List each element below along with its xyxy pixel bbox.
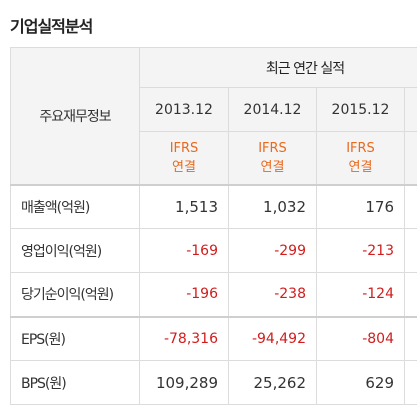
row-label: 매출액(억원) [10, 183, 140, 229]
period-header: 2013.12 [139, 87, 229, 132]
row-label: BPS(원) [10, 360, 140, 405]
cell-value: 1,032 [228, 183, 317, 229]
table-row: 당기순이익(억원) -196 -238 -124 [10, 272, 417, 317]
cell-value: -169 [139, 228, 229, 273]
cell-value: 629 [316, 360, 405, 405]
cell-empty [404, 183, 417, 229]
cell-value: -94,492 [228, 315, 317, 361]
row-label: EPS(원) [10, 315, 140, 361]
basis-header-empty [404, 131, 417, 185]
cell-empty [404, 228, 417, 273]
table-row: EPS(원) -78,316 -94,492 -804 [10, 315, 417, 361]
row-label: 영업이익(억원) [10, 228, 140, 273]
row-header-label: 주요재무정보 [10, 47, 140, 185]
row-label: 당기순이익(억원) [10, 272, 140, 317]
basis-header: IFRS 연결 [139, 131, 229, 185]
cell-value: 109,289 [139, 360, 229, 405]
cell-value: -124 [316, 272, 405, 317]
period-header: 2014.12 [228, 87, 317, 132]
cell-empty [404, 360, 417, 405]
basis-header: IFRS 연결 [316, 131, 405, 185]
basis-standard: IFRS [169, 140, 199, 156]
cell-value: -299 [228, 228, 317, 273]
period-header: 2015.12 [316, 87, 405, 132]
table-row: 영업이익(억원) -169 -299 -213 [10, 228, 417, 273]
financial-table: 주요재무정보 최근 연간 실적 2013.12 2014.12 2015.12 … [10, 47, 417, 405]
section-title: 기업실적분석 [10, 17, 93, 36]
cell-empty [404, 272, 417, 317]
basis-header: IFRS 연결 [228, 131, 317, 185]
basis-scope: 연결 [348, 159, 373, 175]
cell-value: -213 [316, 228, 405, 273]
table-row: 매출액(억원) 1,513 1,032 176 [10, 183, 417, 229]
cell-empty [404, 315, 417, 361]
cell-value: 25,262 [228, 360, 317, 405]
cell-value: -238 [228, 272, 317, 317]
table-row: BPS(원) 109,289 25,262 629 [10, 360, 417, 405]
basis-scope: 연결 [260, 159, 285, 175]
cell-value: -804 [316, 315, 405, 361]
basis-standard: IFRS [258, 140, 287, 156]
cell-value: -196 [139, 272, 229, 317]
cell-value: -78,316 [139, 315, 229, 361]
column-group-label: 최근 연간 실적 [139, 47, 417, 88]
cell-value: 1,513 [139, 183, 229, 229]
basis-scope: 연결 [172, 159, 196, 175]
cell-value: 176 [316, 183, 405, 229]
basis-standard: IFRS [346, 140, 375, 156]
period-header-partial: 2 [404, 87, 417, 132]
